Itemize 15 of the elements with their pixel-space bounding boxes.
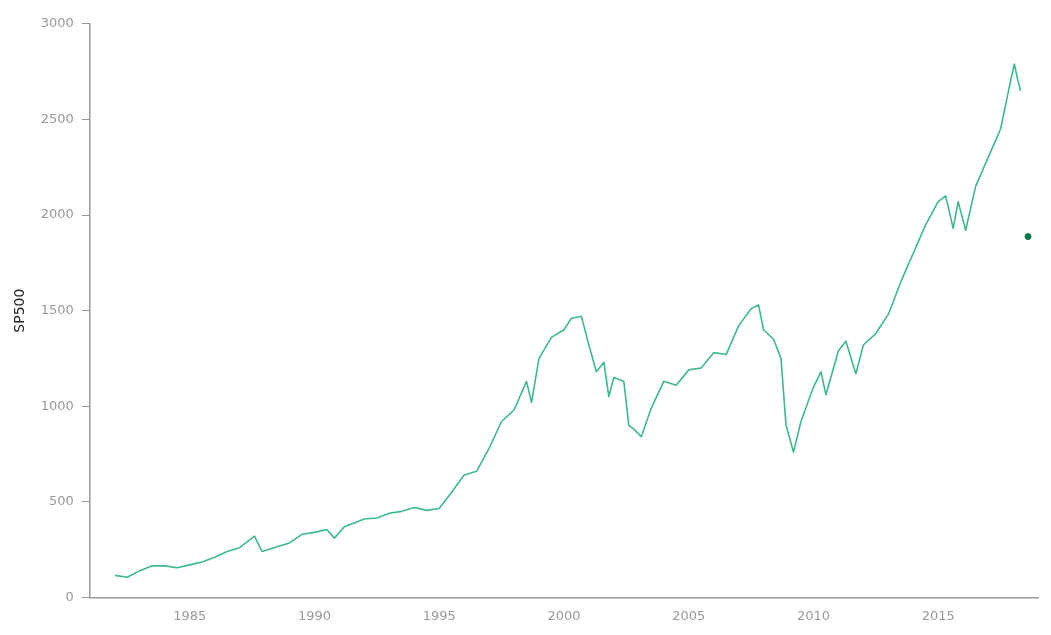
x-tick-label: 1985 [173,607,207,623]
y-tick-label: 0 [65,588,74,604]
y-tick-label: 2500 [40,110,74,126]
y-tick-label: 1000 [40,397,74,413]
x-tick-label: 2005 [672,607,706,623]
x-tick-label: 2015 [921,607,955,623]
y-axis-title: SP500 [11,288,28,333]
y-tick-label: 500 [49,493,74,509]
y-tick-label: 3000 [40,15,74,31]
x-tick-label: 1990 [297,607,331,623]
x-tick-label: 2010 [796,607,830,623]
y-tick-label: 1500 [40,301,74,317]
y-tick-label: 2000 [40,206,74,222]
x-tick-label: 1995 [422,607,456,623]
x-tick-label: 2000 [547,607,581,623]
